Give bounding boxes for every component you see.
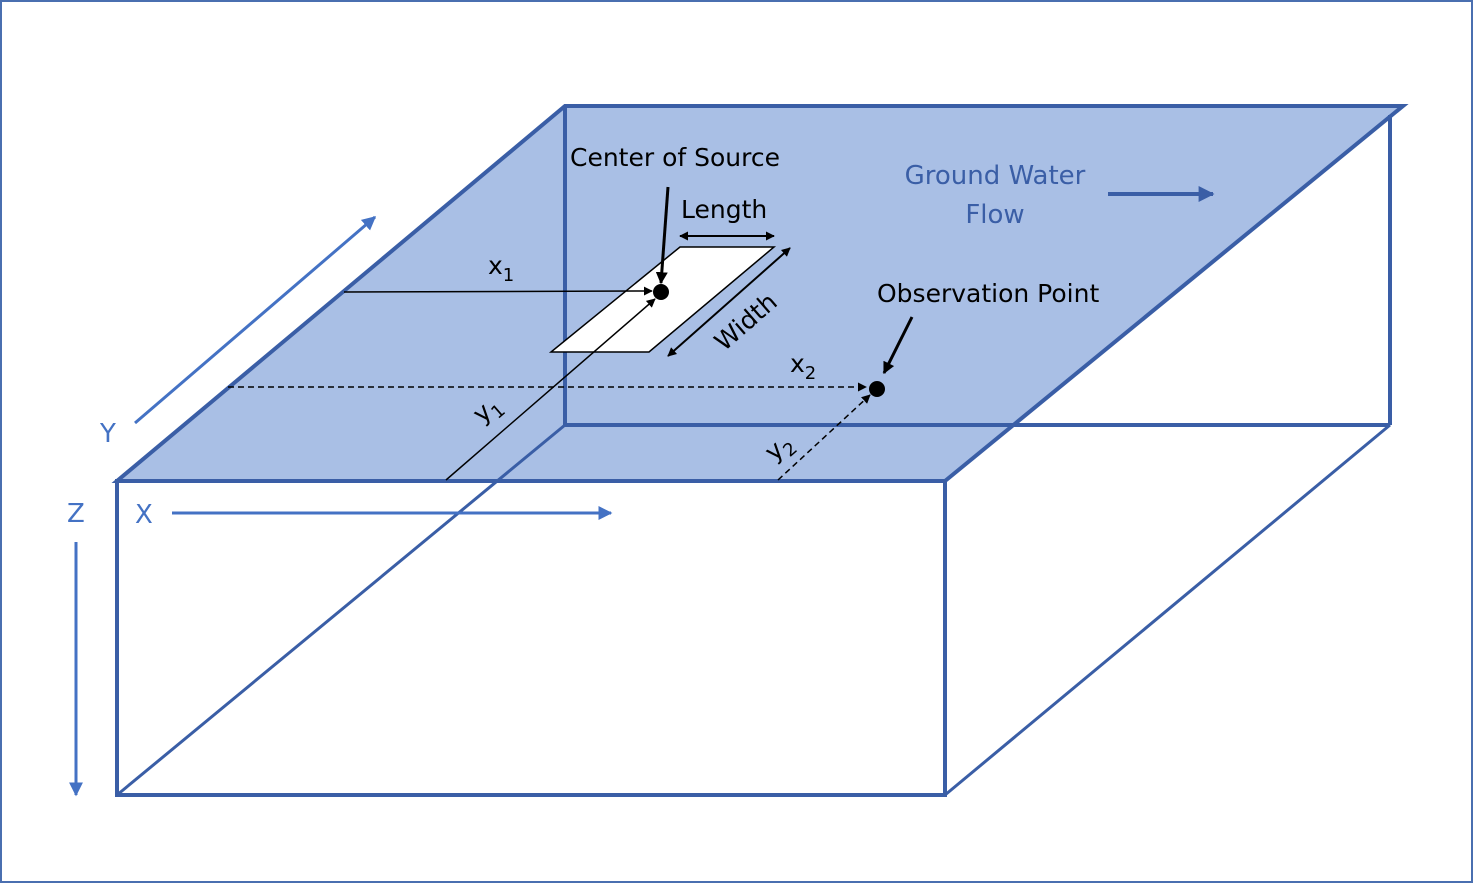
x1-distance-arrow xyxy=(343,286,653,296)
ground-water-label-line1: Ground Water xyxy=(905,161,1086,191)
center-of-source-label: Center of Source xyxy=(570,143,780,172)
ground-water-label-line2: Flow xyxy=(965,200,1024,230)
y-axis-arrow xyxy=(134,215,377,425)
observation-point-pointer xyxy=(882,316,914,375)
center-of-source-pointer xyxy=(655,186,670,285)
y1-distance-arrow xyxy=(445,298,656,481)
axis-x-label: X xyxy=(135,500,153,530)
axis-y-label: Y xyxy=(99,419,116,449)
observation-point-label: Observation Point xyxy=(877,279,1099,308)
width-dimension-arrow xyxy=(667,247,791,357)
x1-label: x1 xyxy=(488,251,514,286)
center-of-source-point xyxy=(653,284,669,300)
axis-z-label: Z xyxy=(67,499,85,529)
observation-point xyxy=(869,381,885,397)
length-label: Length xyxy=(681,195,767,224)
right-bottom-diagonal-edge xyxy=(944,423,1391,797)
x2-label: x2 xyxy=(790,349,816,384)
front-face xyxy=(115,479,947,797)
back-diagonal-edge xyxy=(116,423,566,797)
y2-distance-arrow xyxy=(777,394,871,481)
